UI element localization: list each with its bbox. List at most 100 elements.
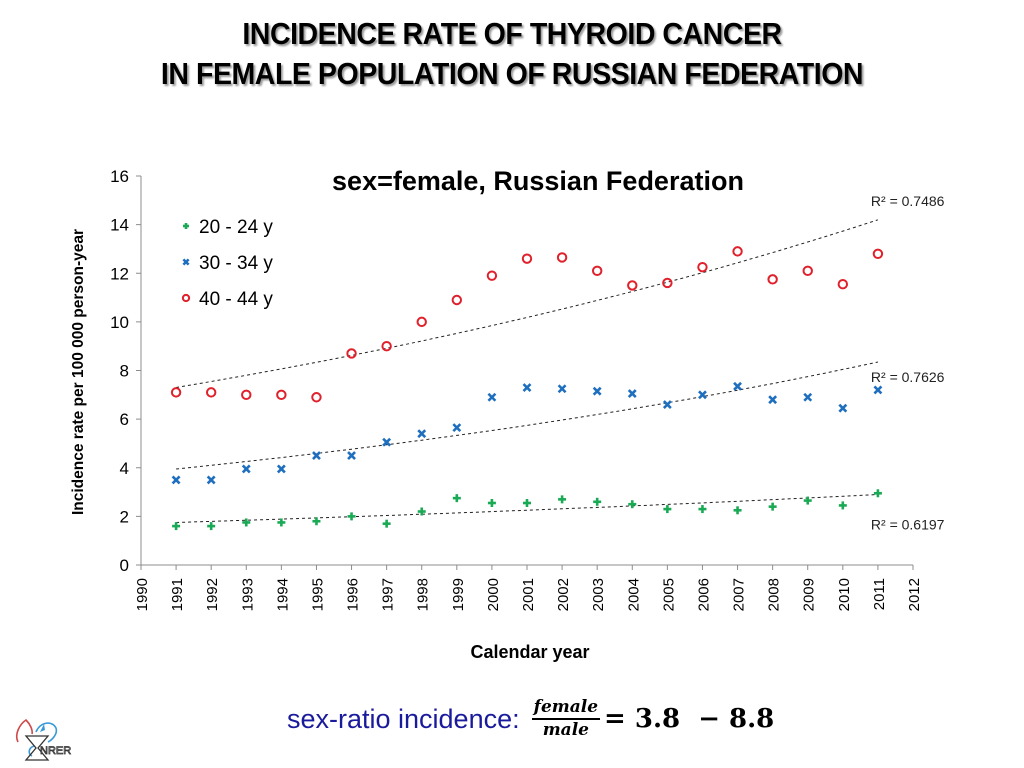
data-point bbox=[487, 392, 497, 402]
x-tick-label: 2012 bbox=[906, 578, 923, 611]
logo-text: NRER bbox=[40, 745, 71, 757]
trendline-2 bbox=[176, 219, 879, 388]
slide-title-line-2: IN FEMALE POPULATION OF RUSSIAN FEDERATI… bbox=[160, 56, 864, 91]
data-point bbox=[521, 253, 533, 264]
data-point bbox=[312, 451, 321, 461]
r2-label: R² = 0.6197 bbox=[871, 516, 945, 532]
data-point bbox=[732, 246, 743, 257]
x-tick-label: 2008 bbox=[766, 578, 783, 611]
r2-labels: R² = 0.6197 R² = 0.7626 R² = 0.7486 bbox=[871, 193, 945, 533]
data-point bbox=[241, 389, 252, 401]
x-tick-label: 2003 bbox=[590, 578, 607, 611]
formula-fraction: female male bbox=[531, 698, 601, 740]
x-tick-label: 1996 bbox=[345, 578, 362, 611]
data-point bbox=[558, 495, 567, 504]
y-tick-label: 2 bbox=[120, 507, 129, 526]
data-point bbox=[556, 252, 568, 263]
data-point bbox=[803, 496, 812, 505]
data-point bbox=[768, 395, 778, 405]
data-point bbox=[838, 403, 848, 413]
data-point bbox=[698, 390, 707, 400]
data-point bbox=[347, 512, 356, 521]
x-tick-label: 1999 bbox=[450, 578, 467, 611]
data-point bbox=[207, 522, 216, 531]
data-point bbox=[522, 383, 532, 392]
slide-title: INCIDENCE RATE OF THYROID CANCER IN FEMA… bbox=[41, 14, 983, 94]
data-point bbox=[627, 389, 637, 399]
x-tick-label: 1993 bbox=[239, 578, 256, 611]
data-point bbox=[382, 519, 391, 528]
data-point bbox=[628, 500, 637, 509]
data-point bbox=[452, 423, 462, 433]
data-point bbox=[593, 497, 602, 506]
x-tick-label: 2011 bbox=[871, 578, 888, 610]
legend-label: 40 - 44 y bbox=[199, 289, 273, 310]
data-point bbox=[733, 506, 742, 515]
slide-title-line-1: INCIDENCE RATE OF THYROID CANCER bbox=[242, 16, 782, 51]
data-point bbox=[803, 392, 813, 402]
y-tick-label: 8 bbox=[120, 362, 129, 381]
x-tick-label: 2002 bbox=[555, 578, 572, 611]
x-tick-label: 1998 bbox=[415, 578, 432, 611]
y-tick-label: 10 bbox=[110, 313, 129, 332]
legend-marker-circle bbox=[181, 293, 191, 303]
logo-black-vessel-icon bbox=[24, 735, 50, 761]
legend-label: 20 - 24 y bbox=[199, 217, 273, 238]
y-tick-label: 4 bbox=[120, 459, 129, 478]
data-point bbox=[276, 389, 287, 401]
y-tick-label: 16 bbox=[110, 167, 129, 186]
data-point bbox=[662, 400, 672, 409]
data-point bbox=[802, 265, 813, 277]
data-point bbox=[451, 294, 463, 306]
chart-title: sex=female, Russian Federation bbox=[332, 166, 744, 196]
trendline-1 bbox=[176, 361, 879, 470]
data-point bbox=[592, 386, 602, 396]
data-point bbox=[591, 265, 603, 277]
data-points bbox=[170, 246, 884, 531]
data-point bbox=[837, 278, 849, 290]
x-tick-label: 2004 bbox=[625, 578, 642, 611]
data-point bbox=[768, 502, 777, 511]
logo-blue-arrow-icon bbox=[40, 724, 45, 732]
data-point bbox=[170, 387, 182, 398]
x-tick-label: 2010 bbox=[836, 578, 853, 611]
legend: 20 - 24 y 30 - 34 y 40 - 44 y bbox=[181, 217, 273, 310]
y-tick-label: 0 bbox=[120, 556, 129, 575]
formula-result: = 3.8 − 8.8 bbox=[604, 704, 775, 734]
formula-numerator: female bbox=[531, 698, 601, 720]
data-point bbox=[241, 464, 251, 474]
data-point bbox=[417, 507, 426, 516]
x-tick-label: 1994 bbox=[274, 578, 291, 611]
data-point bbox=[872, 248, 884, 260]
data-point bbox=[312, 517, 321, 526]
data-point bbox=[171, 475, 181, 485]
x-tick-label: 2009 bbox=[801, 578, 818, 611]
data-point bbox=[417, 429, 427, 439]
y-axis-label: Incidence rate per 100 000 person-year bbox=[70, 229, 87, 515]
data-point bbox=[557, 384, 567, 394]
data-point bbox=[416, 316, 427, 328]
axes: 0 2 4 6 8 10 12 14 16 1990 1991 1992 1993 1994 1995 199… bbox=[110, 167, 923, 611]
data-point bbox=[276, 464, 286, 474]
data-point bbox=[698, 505, 707, 514]
formula-label: sex-ratio incidence: bbox=[287, 703, 520, 734]
x-tick-label: 2000 bbox=[485, 578, 502, 611]
x-tick-label: 2006 bbox=[695, 578, 712, 611]
data-point bbox=[627, 280, 638, 291]
data-point bbox=[346, 348, 357, 359]
x-tick-label: 2005 bbox=[660, 578, 677, 611]
data-point bbox=[486, 270, 498, 281]
data-point bbox=[873, 385, 883, 395]
data-point bbox=[277, 518, 286, 527]
r2-label: R² = 0.7486 bbox=[871, 193, 945, 209]
x-axis-label: Calendar year bbox=[470, 642, 589, 662]
x-tick-label: 1997 bbox=[380, 578, 397, 611]
legend-label: 30 - 34 y bbox=[199, 253, 273, 274]
data-point bbox=[206, 475, 216, 485]
y-tick-label: 14 bbox=[110, 216, 129, 235]
data-point bbox=[523, 499, 531, 508]
r2-label: R² = 0.7626 bbox=[871, 369, 945, 385]
x-tick-label: 1995 bbox=[309, 578, 326, 611]
logo-blue-arc-icon bbox=[28, 722, 58, 757]
data-point bbox=[205, 387, 217, 398]
